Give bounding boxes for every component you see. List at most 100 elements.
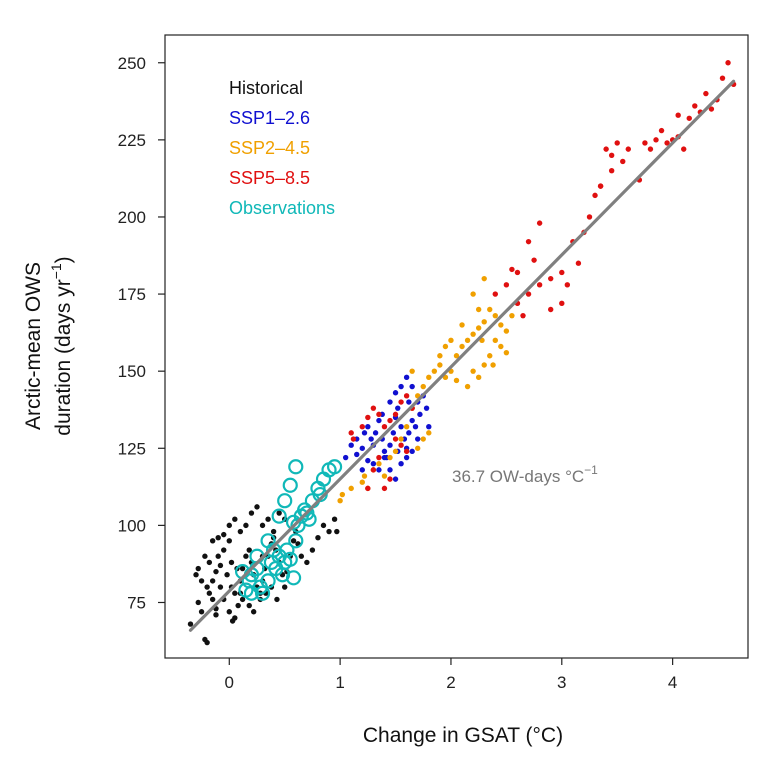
- data-point: [348, 430, 354, 436]
- y-tick-label: 125: [118, 439, 146, 458]
- data-point: [392, 390, 399, 396]
- data-point: [459, 322, 465, 328]
- data-point: [415, 436, 421, 442]
- y-tick-label: 225: [118, 131, 146, 150]
- data-point: [209, 596, 216, 603]
- data-point: [603, 146, 609, 152]
- data-point: [354, 451, 360, 458]
- data-point: [464, 337, 471, 344]
- data-point: [282, 584, 288, 590]
- data-point: [409, 448, 415, 455]
- data-point: [490, 362, 496, 368]
- data-point: [470, 291, 476, 297]
- data-point: [298, 553, 305, 559]
- data-point: [487, 353, 493, 359]
- legend-ssp1: SSP1–2.6: [229, 108, 310, 128]
- data-point: [376, 454, 382, 461]
- data-point: [243, 522, 249, 529]
- data-point: [453, 377, 460, 384]
- data-point: [359, 445, 365, 451]
- data-point: [475, 374, 482, 381]
- data-point: [409, 417, 415, 424]
- x-tick-label: 2: [446, 673, 455, 692]
- data-point: [387, 417, 393, 424]
- data-point: [232, 590, 238, 596]
- data-point: [217, 562, 224, 569]
- data-point: [536, 282, 543, 288]
- observation-point: [282, 551, 298, 567]
- data-point: [395, 405, 401, 411]
- data-point: [475, 325, 482, 331]
- data-point: [509, 312, 515, 319]
- data-point: [365, 485, 371, 492]
- data-point: [420, 436, 426, 442]
- data-point: [359, 423, 365, 430]
- data-point: [215, 553, 221, 559]
- x-tick-label: 3: [557, 673, 566, 692]
- data-point: [398, 460, 404, 467]
- plot-frame: [164, 34, 749, 659]
- data-point: [387, 399, 393, 405]
- data-point: [370, 405, 377, 411]
- data-point: [209, 578, 216, 584]
- data-point: [431, 368, 438, 374]
- y-axis-title-sup: −1: [48, 263, 64, 279]
- data-point: [228, 559, 235, 566]
- data-point: [202, 553, 208, 559]
- data-point: [681, 146, 687, 152]
- data-point: [246, 602, 252, 609]
- data-point: [459, 343, 465, 350]
- data-point: [719, 75, 726, 81]
- data-point: [708, 106, 715, 112]
- data-point: [326, 528, 332, 535]
- data-point: [206, 590, 213, 596]
- data-point: [368, 436, 374, 442]
- observation-point: [271, 508, 287, 524]
- points-layer: [187, 60, 737, 646]
- observation-point: [288, 459, 304, 475]
- data-point: [412, 423, 419, 430]
- data-point: [492, 337, 498, 344]
- data-point: [492, 312, 498, 319]
- data-point: [204, 584, 210, 590]
- data-point: [274, 596, 280, 603]
- data-point: [453, 353, 460, 359]
- data-point: [398, 383, 404, 390]
- data-point: [406, 430, 412, 436]
- data-point: [331, 516, 338, 522]
- data-point: [409, 383, 415, 390]
- data-point: [348, 485, 354, 492]
- observation-point: [243, 585, 260, 601]
- data-point: [350, 436, 357, 442]
- data-point: [398, 423, 404, 430]
- data-point: [334, 528, 340, 535]
- data-point: [692, 103, 698, 109]
- data-point: [392, 448, 399, 455]
- data-point: [403, 454, 410, 461]
- data-point: [531, 257, 537, 263]
- data-point: [498, 322, 504, 328]
- observation-point: [282, 477, 298, 493]
- data-point: [365, 423, 371, 430]
- data-point: [503, 349, 510, 356]
- data-point: [209, 538, 216, 544]
- data-point: [370, 467, 377, 473]
- data-point: [376, 411, 382, 418]
- data-point: [653, 137, 659, 143]
- data-point: [215, 535, 221, 541]
- regression-annotation: 36.7 OW-days °C−1: [452, 463, 598, 486]
- data-point: [614, 140, 620, 146]
- data-point: [239, 596, 246, 603]
- data-point: [309, 547, 316, 553]
- data-point: [195, 565, 201, 572]
- data-point: [608, 152, 615, 158]
- data-point: [342, 454, 349, 461]
- legend: Historical SSP1–2.6 SSP2–4.5 SSP5–8.5 Ob…: [229, 78, 335, 218]
- data-point: [217, 584, 224, 590]
- data-point: [381, 454, 388, 461]
- data-point: [387, 454, 393, 461]
- data-point: [481, 319, 487, 325]
- data-point: [426, 374, 432, 381]
- data-point: [398, 442, 404, 448]
- data-point: [265, 516, 271, 522]
